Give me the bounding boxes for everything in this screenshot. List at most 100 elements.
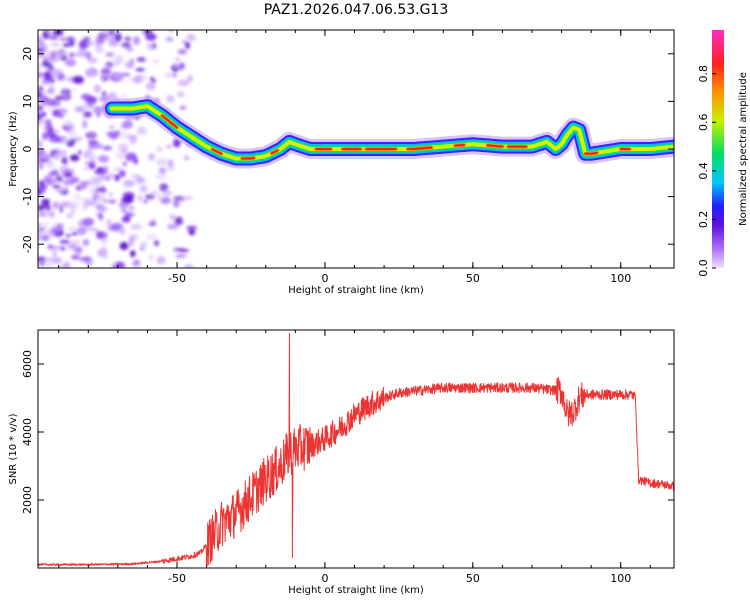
noise-blob: [96, 166, 104, 173]
noise-blob: [38, 91, 42, 97]
noise-blob: [60, 88, 72, 95]
noise-blob: [54, 95, 64, 100]
noise-blob: [146, 42, 153, 51]
noise-blob: [80, 256, 93, 262]
snr-y-axis-label: SNR (10 * v/v): [8, 413, 19, 484]
noise-blob: [154, 239, 160, 247]
noise-blob: [114, 32, 122, 42]
noise-blob: [125, 152, 137, 162]
x-tick-label: 50: [466, 572, 480, 585]
noise-blob: [119, 241, 129, 251]
noise-blob: [172, 72, 178, 78]
noise-blob: [172, 248, 185, 252]
noise-blob: [87, 152, 97, 161]
noise-blob: [52, 185, 62, 189]
x-tick-label: 100: [610, 272, 631, 285]
noise-blob: [124, 61, 133, 68]
noise-blob: [101, 91, 107, 96]
noise-blob: [90, 157, 96, 165]
noise-blob: [38, 163, 44, 170]
noise-blob: [61, 138, 71, 143]
noise-blob: [101, 186, 106, 194]
noise-blob: [41, 32, 51, 40]
noise-blob: [114, 174, 120, 182]
noise-blob: [38, 47, 45, 53]
noise-blob: [57, 149, 68, 156]
noise-blob: [40, 80, 51, 85]
noise-blob: [173, 196, 185, 200]
noise-blob: [85, 131, 97, 140]
noise-blob: [115, 75, 122, 80]
noise-blob: [156, 157, 167, 167]
noise-blob: [69, 177, 80, 184]
noise-blob: [96, 206, 109, 212]
noise-blob: [105, 176, 111, 181]
noise-blob: [185, 33, 196, 42]
noise-blob: [64, 120, 73, 126]
noise-blob: [69, 154, 80, 162]
noise-blob: [166, 36, 174, 42]
y-tick-label: -20: [21, 235, 34, 253]
noise-blob: [77, 149, 83, 155]
noise-blob: [39, 157, 50, 163]
x-tick-label: -50: [168, 572, 186, 585]
noise-blob: [52, 201, 60, 209]
noise-blob: [119, 227, 126, 236]
noise-blob: [59, 204, 64, 213]
noise-blob: [79, 183, 89, 188]
colorbar-tick-label: 0.4: [697, 162, 710, 180]
noise-blob: [131, 173, 143, 180]
noise-blob: [128, 135, 137, 145]
x-tick-label: 0: [321, 272, 328, 285]
ridge-peak-segment: [211, 148, 223, 155]
noise-blob: [52, 249, 57, 258]
noise-blob: [47, 106, 54, 112]
colorbar-ticks: 0.0 0.2 0.4 0.6 0.8: [697, 65, 716, 277]
snr-line-group: [38, 332, 674, 568]
noise-blob: [145, 82, 156, 90]
y-tick-label: 6000: [21, 350, 34, 378]
noise-blob: [148, 152, 155, 161]
noise-blob: [112, 264, 122, 268]
noise-blob: [84, 68, 96, 78]
noise-blob: [51, 69, 63, 75]
noise-blob: [132, 259, 141, 267]
noise-blob: [108, 42, 119, 47]
noise-blob: [84, 161, 94, 165]
noise-blob: [101, 245, 108, 255]
noise-blob: [85, 260, 94, 266]
noise-blob: [66, 213, 73, 219]
noise-blob: [93, 106, 104, 114]
noise-blob: [165, 165, 176, 172]
noise-blob: [84, 42, 96, 46]
noise-blob: [188, 229, 196, 236]
noise-blob: [177, 91, 185, 97]
noise-blob: [42, 132, 49, 140]
noise-blob: [38, 110, 43, 115]
noise-blob: [63, 161, 68, 165]
noise-blob: [56, 72, 66, 81]
noise-blob: [38, 95, 50, 104]
x-tick-label: -50: [168, 272, 186, 285]
noise-blob: [48, 210, 55, 218]
noise-blob: [157, 193, 162, 201]
noise-blob: [45, 54, 54, 63]
noise-blob: [84, 149, 93, 154]
noise-blob: [87, 227, 100, 232]
noise-blob: [70, 200, 80, 210]
noise-blob: [61, 201, 71, 208]
noise-blob: [42, 220, 49, 229]
noise-blob: [145, 33, 157, 41]
snr-axes-ticks: -50 0 50 100 2000 4000 6000: [21, 330, 674, 585]
noise-blob: [54, 188, 66, 193]
noise-blob: [41, 198, 50, 208]
noise-blob: [121, 215, 131, 223]
noise-blob: [179, 105, 187, 110]
noise-blob: [184, 156, 190, 160]
noise-blob: [185, 41, 191, 50]
noise-blob: [59, 240, 71, 244]
noise-blob: [108, 191, 114, 198]
noise-blob: [178, 62, 185, 70]
noise-blob: [55, 50, 68, 57]
noise-blob: [126, 47, 134, 51]
